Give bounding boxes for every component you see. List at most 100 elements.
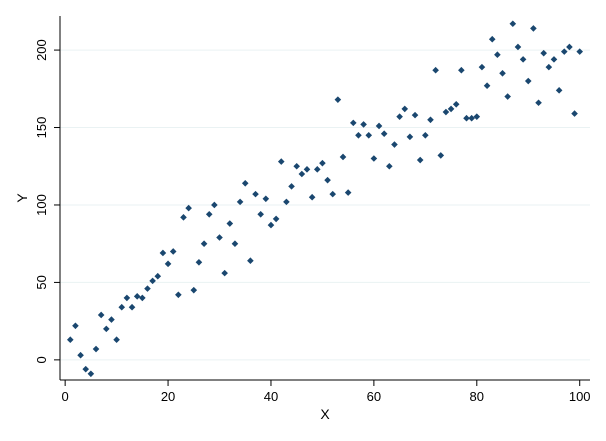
data-point-56: [355, 131, 362, 139]
data-point-82: [488, 35, 496, 43]
data-point-39: [267, 221, 275, 229]
axes: [59, 16, 590, 381]
data-point-91: [535, 99, 542, 107]
data-point-61: [380, 130, 388, 138]
data-point-16: [149, 277, 156, 285]
data-point-24: [190, 286, 198, 294]
x-tick-label-1: 20: [161, 389, 175, 404]
data-point-57: [360, 121, 367, 128]
data-point-28: [211, 201, 218, 209]
data-point-87: [514, 43, 522, 51]
data-point-88: [519, 56, 527, 63]
data-point-54: [344, 189, 352, 196]
data-point-96: [560, 48, 568, 55]
data-point-86: [509, 20, 517, 28]
data-point-46: [303, 166, 311, 173]
data-points: [66, 20, 584, 378]
data-point-79: [473, 113, 481, 120]
data-point-32: [231, 240, 239, 247]
data-point-33: [236, 198, 244, 206]
data-point-3: [82, 365, 90, 373]
data-point-83: [494, 51, 501, 59]
data-point-13: [133, 293, 141, 300]
data-point-45: [298, 170, 306, 178]
data-point-76: [458, 66, 465, 74]
data-point-66: [406, 133, 414, 141]
y-tick-label-3: 150: [34, 117, 49, 139]
data-point-75: [452, 100, 460, 108]
data-point-89: [524, 77, 532, 85]
data-point-14: [139, 294, 146, 302]
data-point-92: [540, 49, 547, 57]
data-point-43: [288, 183, 295, 190]
data-point-11: [123, 294, 131, 302]
data-point-38: [262, 195, 270, 203]
data-point-93: [545, 63, 553, 71]
x-tick-label-0: 0: [62, 389, 69, 404]
data-point-2: [77, 351, 84, 359]
y-tick-label-4: 200: [34, 39, 49, 61]
x-tick-label-3: 60: [367, 389, 381, 404]
data-point-58: [365, 131, 373, 139]
data-point-64: [396, 113, 403, 120]
data-point-72: [437, 152, 445, 159]
data-point-74: [447, 105, 455, 113]
data-point-15: [144, 285, 151, 292]
data-point-48: [313, 166, 321, 173]
data-point-73: [442, 108, 450, 116]
data-point-7: [103, 325, 110, 333]
grid-lines: [60, 49, 590, 361]
data-point-42: [283, 198, 290, 206]
data-point-23: [185, 204, 192, 212]
data-point-94: [550, 56, 558, 63]
data-point-4: [87, 370, 95, 378]
tick-marks: 0 20 40 60 80 100 0 50 100 150 200: [34, 39, 591, 404]
data-point-77: [463, 114, 470, 122]
data-point-25: [195, 258, 203, 266]
data-point-36: [252, 190, 259, 198]
data-point-30: [221, 269, 228, 277]
data-point-98: [571, 110, 578, 117]
data-point-5: [92, 345, 100, 353]
data-point-0: [66, 336, 74, 344]
data-point-10: [118, 303, 126, 311]
data-point-84: [499, 70, 506, 77]
data-point-6: [97, 311, 105, 319]
data-point-68: [416, 156, 424, 164]
data-point-35: [247, 257, 254, 265]
data-point-53: [339, 153, 347, 161]
data-point-85: [504, 93, 511, 100]
data-point-51: [329, 190, 337, 198]
data-point-49: [319, 159, 326, 167]
data-point-41: [277, 158, 285, 165]
data-point-70: [427, 116, 434, 124]
data-point-29: [216, 234, 223, 241]
y-tick-label-0: 0: [34, 356, 49, 363]
data-point-69: [422, 131, 429, 139]
data-point-95: [555, 87, 563, 94]
data-point-90: [530, 25, 537, 32]
data-point-63: [391, 141, 398, 148]
data-point-21: [175, 291, 182, 299]
data-point-81: [483, 82, 491, 90]
data-point-40: [272, 215, 280, 223]
data-point-9: [113, 336, 120, 344]
data-point-17: [154, 272, 162, 280]
data-point-55: [350, 119, 357, 127]
x-tick-label-4: 80: [470, 389, 484, 404]
data-point-67: [411, 111, 419, 119]
data-point-27: [205, 210, 213, 218]
data-point-99: [576, 48, 584, 55]
data-point-52: [334, 96, 342, 103]
data-point-50: [324, 176, 331, 184]
x-tick-label-2: 40: [264, 389, 278, 404]
data-point-80: [478, 63, 486, 71]
data-point-71: [432, 66, 439, 74]
data-point-59: [370, 155, 378, 162]
y-tick-label-2: 100: [34, 194, 49, 216]
data-point-65: [401, 105, 409, 113]
data-point-78: [468, 114, 475, 122]
data-point-19: [164, 260, 172, 268]
data-point-20: [169, 248, 177, 255]
